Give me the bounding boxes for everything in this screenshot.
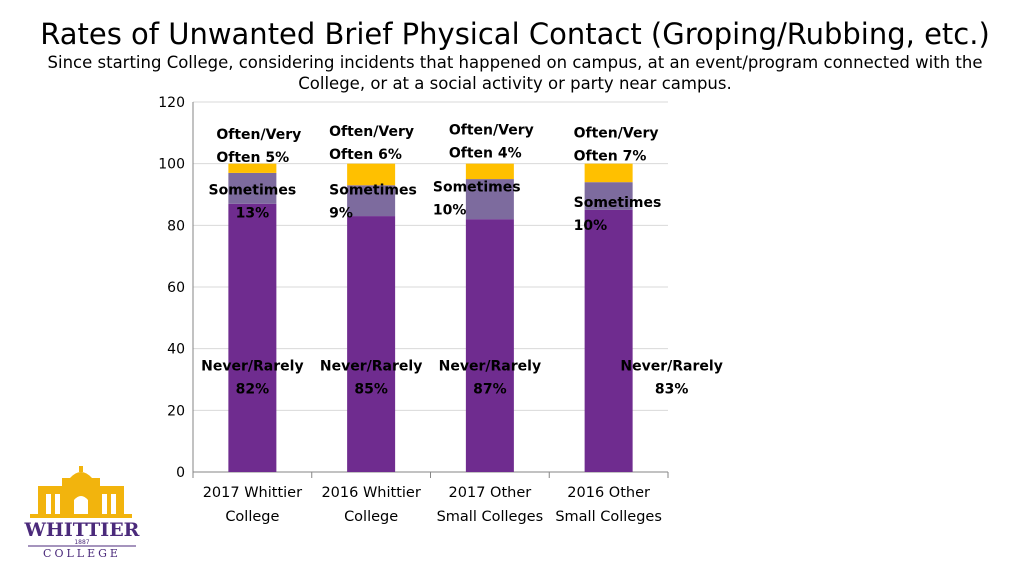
data-label: 10%: [574, 218, 608, 234]
bar-segment: [465, 219, 514, 472]
x-tick-label: College: [344, 509, 398, 525]
data-label: 9%: [329, 206, 353, 222]
x-tick-label: Small Colleges: [437, 509, 544, 525]
bar-segment: [584, 163, 633, 183]
x-tick-label: 2017 Whittier: [203, 485, 302, 501]
data-label: Sometimes: [209, 183, 297, 199]
data-label: Sometimes: [433, 179, 521, 195]
y-tick-label: 120: [158, 95, 185, 111]
data-label: Often 5%: [216, 150, 289, 166]
data-label: Never/Rarely: [439, 358, 541, 374]
data-label: 10%: [433, 202, 467, 218]
y-tick-label: 0: [176, 465, 185, 481]
y-tick-label: 40: [167, 342, 185, 358]
x-tick-label: 2016 Other: [567, 485, 650, 501]
x-tick-label: College: [225, 509, 279, 525]
bar-segment: [347, 163, 396, 186]
bar-segment: [465, 163, 514, 180]
data-label: Often 6%: [329, 147, 402, 163]
data-label: Never/Rarely: [201, 358, 303, 374]
x-tick-label: 2016 Whittier: [321, 485, 420, 501]
data-label: 87%: [473, 381, 507, 397]
data-label: Never/Rarely: [320, 358, 422, 374]
bar-segment: [347, 185, 396, 217]
data-label: 85%: [354, 381, 388, 397]
logo-name: WHITTIER: [24, 519, 140, 541]
data-label: Often/Very: [329, 124, 414, 140]
data-label: Often/Very: [216, 127, 301, 143]
data-label: Never/Rarely: [620, 358, 722, 374]
y-tick-label: 60: [167, 280, 185, 296]
logo-year: 1887: [74, 539, 89, 546]
bar-segment: [584, 182, 633, 210]
data-label: Often 7%: [574, 148, 647, 164]
chart-title: Rates of Unwanted Brief Physical Contact…: [40, 17, 990, 51]
bar-segment: [228, 172, 277, 204]
x-tick-label: 2017 Other: [449, 485, 532, 501]
chart-subtitle: Since starting College, considering inci…: [47, 53, 983, 93]
y-tick-label: 20: [167, 403, 185, 419]
y-tick-label: 80: [167, 218, 185, 234]
bar-segment: [228, 203, 277, 472]
data-label: 82%: [236, 381, 270, 397]
bar-segment: [347, 216, 396, 472]
building-icon: [30, 466, 132, 518]
data-label: Sometimes: [329, 183, 417, 199]
data-label: 83%: [655, 381, 689, 397]
data-label: 13%: [236, 206, 270, 222]
bar-segment: [465, 179, 514, 220]
data-label: Often/Very: [574, 125, 659, 141]
bar-segment: [228, 163, 277, 173]
whittier-college-logo: WHITTIER 1887 COLLEGE: [24, 466, 140, 560]
data-label: Sometimes: [574, 195, 662, 211]
data-label: Often/Very: [449, 122, 534, 138]
x-tick-label: Small Colleges: [555, 509, 662, 525]
bar-segment: [584, 209, 633, 472]
y-tick-label: 100: [158, 157, 185, 173]
data-label: Often 4%: [449, 145, 522, 161]
logo-sub: COLLEGE: [43, 547, 121, 560]
